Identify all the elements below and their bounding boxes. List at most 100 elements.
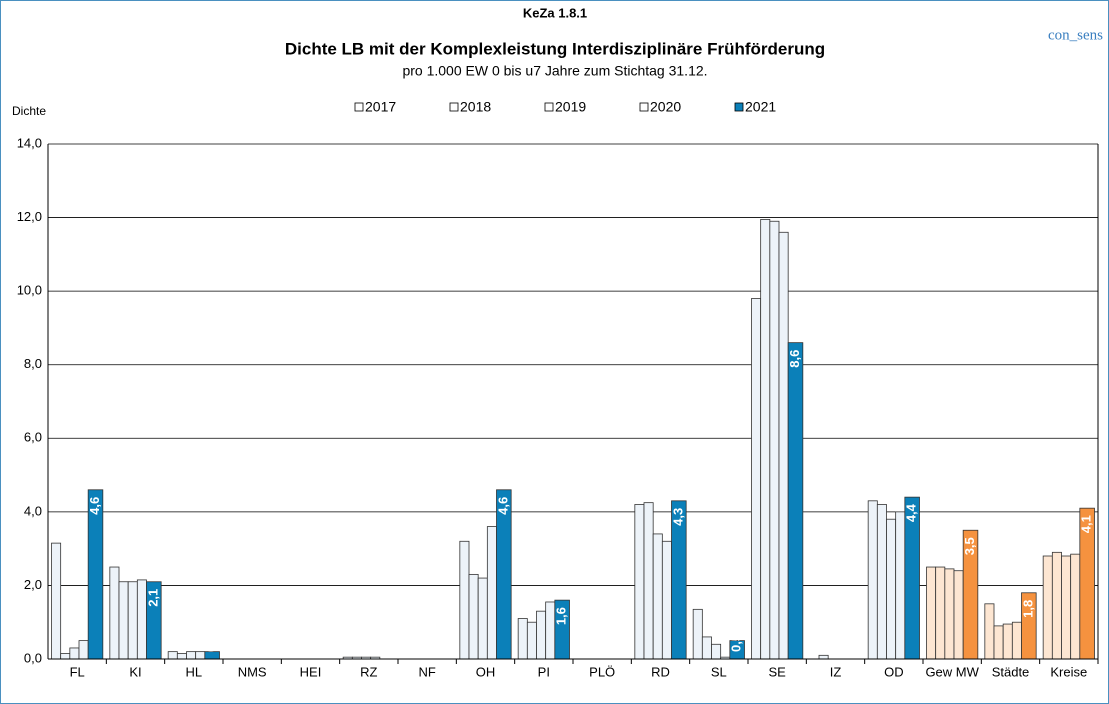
x-tick-label: OH	[476, 664, 496, 679]
x-tick-label: NF	[418, 664, 435, 679]
value-label: 4,4	[904, 503, 919, 522]
x-tick-label: KI	[129, 664, 141, 679]
bar	[787, 342, 804, 660]
bar	[176, 653, 187, 660]
watermark: con_sens	[1048, 27, 1103, 43]
bar	[78, 640, 89, 660]
bar	[468, 573, 479, 660]
y-tick-label: 8,0	[24, 356, 42, 371]
legend-label: 2019	[555, 99, 586, 115]
legend-label: 2021	[745, 99, 776, 115]
x-tick-label: RZ	[360, 664, 377, 679]
bar	[692, 608, 703, 660]
bar	[652, 533, 663, 660]
value-label: 0,2	[204, 634, 219, 652]
bar	[1070, 553, 1081, 660]
x-tick-label: NMS	[238, 664, 267, 679]
bar	[1002, 623, 1013, 660]
bar	[517, 618, 528, 660]
bar	[926, 566, 937, 660]
value-label: 2,1	[145, 589, 160, 607]
bar	[60, 653, 71, 660]
bar	[109, 566, 120, 660]
legend-label: 2017	[365, 99, 396, 115]
bar	[895, 511, 906, 660]
bar	[993, 625, 1004, 660]
bar	[477, 577, 488, 660]
bar	[1011, 621, 1022, 660]
bar	[1061, 555, 1072, 660]
legend-label: 2018	[460, 99, 491, 115]
bar	[459, 540, 470, 660]
bar	[661, 540, 672, 660]
legend-swatch	[639, 102, 649, 112]
bar	[769, 220, 780, 660]
bar	[701, 636, 712, 660]
x-tick-label: Gew MW	[925, 664, 979, 679]
bar	[186, 651, 197, 660]
x-tick-label: SE	[768, 664, 786, 679]
legend-label: 2020	[650, 99, 681, 115]
bar	[876, 504, 887, 660]
y-tick-label: 14,0	[17, 135, 42, 150]
bar	[944, 568, 955, 660]
bar	[167, 651, 178, 660]
bar	[536, 610, 547, 660]
bar	[751, 298, 762, 660]
y-tick-label: 4,0	[24, 503, 42, 518]
bar	[935, 566, 946, 660]
bar	[634, 504, 645, 660]
chart-title: KeZa 1.8.1	[523, 5, 587, 20]
legend-swatch	[734, 102, 744, 112]
legend-swatch	[449, 102, 459, 112]
x-tick-label: Städte	[992, 664, 1030, 679]
bar	[1051, 551, 1062, 660]
y-tick-label: 12,0	[17, 209, 42, 224]
x-tick-label: HL	[186, 664, 203, 679]
bar	[643, 502, 654, 660]
value-label: 4,1	[1079, 515, 1094, 533]
value-label: 4,6	[87, 497, 102, 515]
legend-swatch	[354, 102, 364, 112]
bar	[69, 647, 80, 660]
bar	[486, 526, 497, 660]
bar	[711, 643, 722, 660]
bar	[778, 231, 789, 660]
x-tick-label: Kreise	[1050, 664, 1087, 679]
value-label: 1,6	[554, 607, 569, 625]
x-tick-label: SL	[711, 664, 727, 679]
bar	[760, 219, 771, 660]
y-tick-label: 0,0	[24, 650, 42, 665]
x-tick-label: RD	[651, 664, 670, 679]
bar	[886, 518, 897, 660]
value-label: 8,6	[787, 350, 802, 368]
x-tick-label: FL	[70, 664, 85, 679]
y-axis-label: Dichte	[12, 104, 46, 118]
bar	[1042, 555, 1053, 660]
value-label: 4,3	[670, 508, 685, 526]
bar	[953, 570, 964, 660]
bar	[526, 621, 537, 660]
y-tick-label: 2,0	[24, 577, 42, 592]
bar	[51, 542, 62, 660]
bar	[127, 581, 138, 660]
value-label: 4,6	[495, 497, 510, 515]
x-tick-label: PI	[538, 664, 550, 679]
chart-subtitle: Dichte LB mit der Komplexleistung Interd…	[285, 39, 825, 58]
value-label: 1,8	[1020, 600, 1035, 618]
x-tick-label: PLÖ	[589, 664, 615, 679]
legend-swatch	[544, 102, 554, 112]
bar	[867, 500, 878, 660]
y-tick-label: 10,0	[17, 283, 42, 298]
x-tick-label: IZ	[830, 664, 842, 679]
bar	[118, 581, 129, 660]
x-tick-label: HEI	[300, 664, 322, 679]
value-label: 0,5	[729, 634, 744, 652]
y-tick-label: 6,0	[24, 430, 42, 445]
bar	[818, 654, 829, 660]
bar	[984, 603, 995, 660]
chart-subtitle2: pro 1.000 EW 0 bis u7 Jahre zum Stichtag…	[402, 63, 707, 79]
x-tick-label: OD	[884, 664, 904, 679]
